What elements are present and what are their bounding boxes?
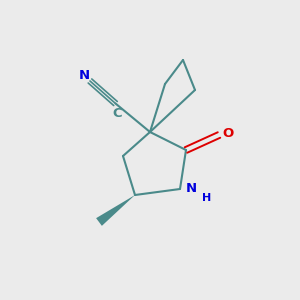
Text: N: N bbox=[185, 182, 197, 196]
Text: C: C bbox=[112, 106, 122, 120]
Text: H: H bbox=[202, 193, 211, 203]
Polygon shape bbox=[96, 195, 135, 226]
Text: O: O bbox=[222, 127, 233, 140]
Text: N: N bbox=[78, 69, 90, 82]
